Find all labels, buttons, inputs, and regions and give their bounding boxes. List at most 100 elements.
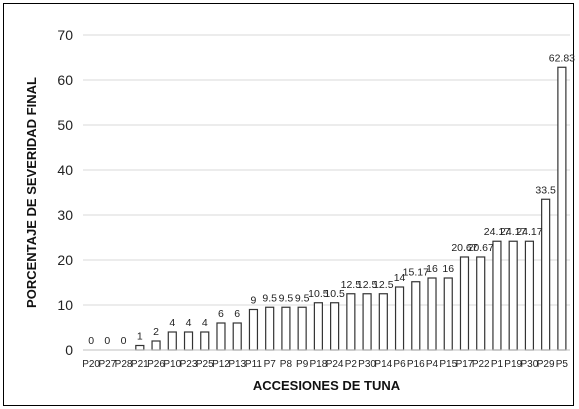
bar [394, 286, 405, 351]
data-label: 10.5 [308, 288, 329, 300]
data-label: 16 [442, 263, 454, 275]
x-tick-label: P29 [537, 359, 555, 370]
bar [216, 322, 226, 351]
x-tick-label: P12 [212, 359, 230, 370]
data-label: 10.5 [324, 288, 345, 300]
x-tick-label: P27 [98, 359, 116, 370]
bar [135, 344, 145, 351]
x-tick-label: P17 [456, 359, 474, 370]
bars [135, 66, 567, 351]
bar [427, 277, 437, 351]
bar [265, 306, 275, 351]
bar [508, 240, 518, 351]
bar [411, 281, 421, 351]
data-label: 24.17 [500, 226, 526, 238]
x-tick-label: P14 [374, 359, 392, 370]
bar [557, 66, 567, 351]
bar [492, 240, 502, 351]
gridlines [83, 34, 570, 306]
y-axis-ticks: 0 10 20 30 40 50 60 70 [57, 27, 73, 358]
x-tick-label: P5 [556, 359, 569, 370]
x-tick-label: P15 [439, 359, 457, 370]
x-tick-label: P10 [163, 359, 181, 370]
data-label: 4 [186, 317, 192, 329]
data-label: 0 [104, 335, 110, 347]
data-label: 9.5 [295, 292, 310, 304]
data-label: 16 [426, 263, 438, 275]
data-label: 6 [218, 308, 224, 320]
x-tick-label: P28 [115, 359, 133, 370]
bar [167, 331, 177, 351]
bar [232, 322, 242, 351]
y-tick-label: 10 [57, 297, 73, 313]
bar [524, 240, 535, 351]
y-tick-label: 30 [57, 207, 73, 223]
y-tick-label: 50 [57, 117, 73, 133]
data-label: 20.67 [451, 242, 477, 254]
data-label: 24.17 [484, 226, 510, 238]
x-tick-label: P9 [296, 359, 309, 370]
data-label: 20.67 [468, 242, 494, 254]
bar [313, 302, 323, 351]
x-tick-label: P23 [180, 359, 198, 370]
bar [443, 277, 453, 351]
x-tick-label: P16 [407, 359, 425, 370]
y-tick-label: 0 [65, 342, 73, 358]
bar [281, 306, 291, 351]
bar [362, 293, 372, 351]
bar [541, 198, 551, 351]
data-labels: 0 0 0 1 24 4 46 69 9.5 9.5 9.510.510.512.512.512.5… [88, 52, 575, 347]
data-label: 1 [137, 331, 143, 343]
x-tick-label: P30 [358, 359, 376, 370]
x-tick-label: P25 [196, 359, 214, 370]
x-tick-label: P13 [228, 359, 246, 370]
data-label: 0 [121, 335, 127, 347]
x-tick-label: P6 [393, 359, 406, 370]
x-tick-label: P8 [280, 359, 293, 370]
bar [183, 331, 194, 351]
bar [151, 340, 161, 351]
x-tick-label: P24 [326, 359, 344, 370]
data-label: 15.17 [403, 267, 429, 279]
data-label: 4 [169, 317, 175, 329]
bar [378, 293, 388, 351]
bar [459, 256, 470, 351]
data-label: 9.5 [262, 292, 277, 304]
data-label: 6 [234, 308, 240, 320]
data-label: 33.5 [535, 184, 556, 196]
x-tick-label: P30 [521, 359, 539, 370]
x-tick-label: P11 [245, 359, 262, 370]
x-tick-label: P4 [426, 359, 439, 370]
data-label: 0 [88, 335, 94, 347]
y-tick-label: 20 [57, 252, 73, 268]
y-axis-title: PORCENTAJE DE SEVERIDAD FINAL [24, 77, 39, 308]
x-tick-label: P20 [82, 359, 100, 370]
x-tick-label: P19 [504, 359, 522, 370]
x-tick-label: P18 [309, 359, 327, 370]
y-tick-label: 70 [57, 27, 73, 43]
data-label: 9.5 [279, 292, 294, 304]
x-axis-title: ACCESIONES DE TUNA [253, 378, 401, 393]
data-label: 4 [202, 317, 208, 329]
x-tick-label: P22 [472, 359, 490, 370]
bar [248, 308, 259, 351]
data-label: 14 [394, 272, 406, 284]
data-label: 62.83 [549, 52, 575, 64]
x-tick-label: P21 [131, 359, 149, 370]
x-tick-label: P1 [491, 359, 504, 370]
x-tick-label: P7 [264, 359, 277, 370]
data-label: 12.5 [373, 279, 394, 291]
y-tick-label: 60 [57, 72, 73, 88]
data-label: 24.17 [516, 226, 542, 238]
bar [346, 293, 356, 351]
data-label: 9 [251, 295, 257, 307]
bar [330, 302, 340, 351]
x-tick-label: P26 [147, 359, 165, 370]
data-label: 12.5 [357, 279, 378, 291]
bar [476, 256, 486, 351]
bar [297, 306, 307, 351]
data-label: 12.5 [341, 279, 362, 291]
data-label: 2 [153, 326, 159, 338]
